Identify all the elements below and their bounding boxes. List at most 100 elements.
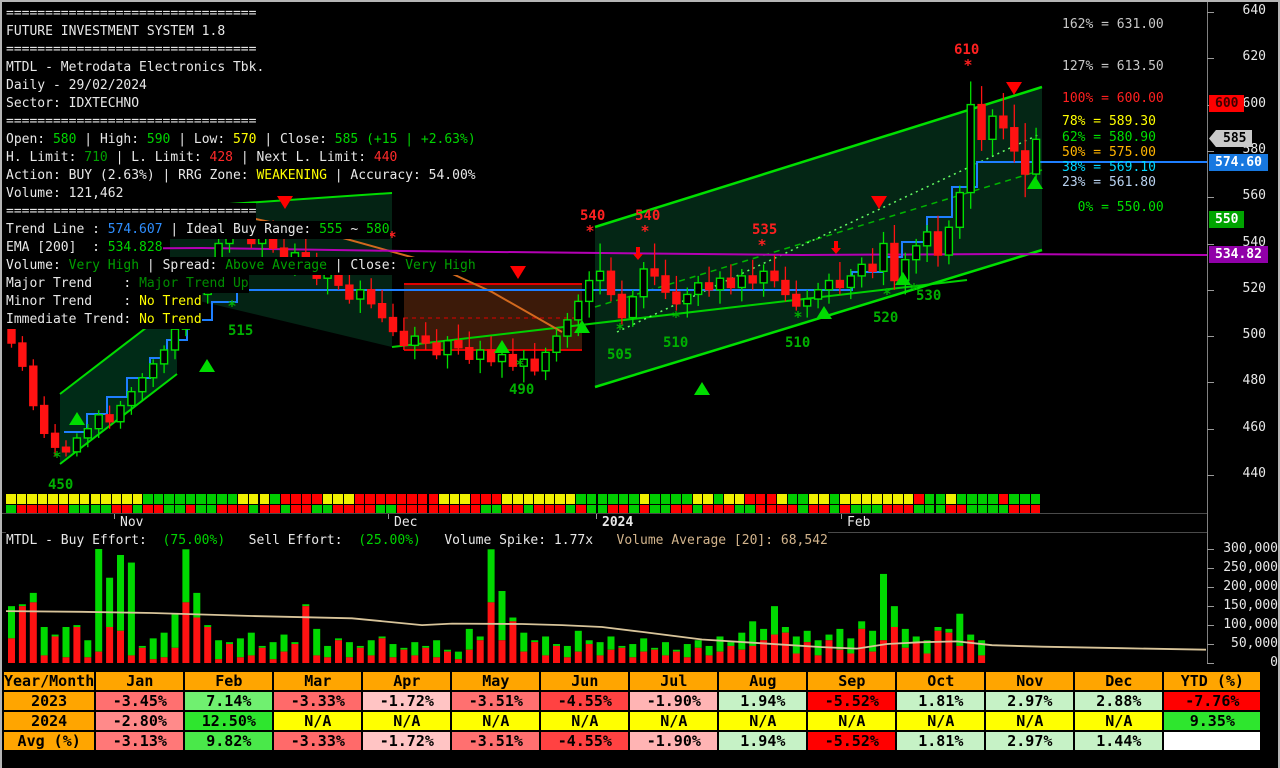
table-value-cell: 1.81% — [895, 730, 987, 752]
price-annotation: 490 — [509, 382, 534, 398]
info-line: ================================ — [6, 41, 257, 59]
info-line: Volume: Very High | Spread: Above Averag… — [6, 257, 476, 275]
table-value-cell: N/A — [984, 710, 1076, 732]
price-annotation: 505 — [607, 347, 632, 363]
price-tick-label: 520 — [1242, 281, 1266, 296]
table-header-cell: Oct — [895, 670, 987, 692]
table-value-cell: N/A — [361, 710, 453, 732]
date-axis: Nov Dec 2024 Feb — [2, 513, 1207, 533]
svg-text:*: * — [882, 285, 891, 303]
svg-text:*: * — [909, 280, 918, 298]
date-label: 2024 — [602, 515, 634, 530]
heatmap-row — [6, 500, 1041, 515]
date-label: Nov — [120, 515, 144, 530]
price-tick-label: 440 — [1242, 466, 1266, 481]
fib-level: 50% = 575.00 — [1062, 145, 1156, 160]
table-value-cell: N/A — [895, 710, 987, 732]
fib-level: 162% = 631.00 — [1062, 17, 1164, 32]
table-header-cell: Sep — [806, 670, 898, 692]
fib-level: 0% = 550.00 — [1062, 200, 1164, 215]
table-value-cell: -3.33% — [272, 730, 364, 752]
volume-tick-label: 250,000 — [1223, 560, 1278, 575]
signal-heatmap-strip — [6, 489, 1041, 515]
price-badge: 574.60 — [1209, 154, 1268, 171]
table-value-cell — [1162, 730, 1263, 752]
price-annotation: 510 — [663, 335, 688, 351]
table-header-cell: Nov — [984, 670, 1076, 692]
table-value-cell: 7.14% — [183, 690, 275, 712]
price-annotation: 540 — [580, 208, 605, 224]
table-value-cell: N/A — [450, 710, 542, 732]
info-line: Immediate Trend: No Trend — [6, 311, 202, 329]
svg-text:*: * — [963, 56, 972, 74]
table-row: 2023 -3.45% 7.14% -3.33% -1.72% -3.51% -4.55% -… — [2, 690, 1263, 712]
table-value-cell: 2.97% — [984, 730, 1076, 752]
price-badge: 550 — [1209, 211, 1245, 228]
info-line: ================================ — [6, 113, 257, 131]
table-year-cell: 2023 — [2, 690, 97, 712]
table-value-cell: -1.90% — [628, 690, 720, 712]
table-header-cell: Jan — [94, 670, 186, 692]
fib-level: 62% = 580.90 — [1062, 130, 1156, 145]
price-tick-label: 560 — [1242, 188, 1266, 203]
table-value-cell: -5.52% — [806, 730, 898, 752]
info-line: MTDL - Metrodata Electronics Tbk. — [6, 59, 265, 77]
svg-text:*: * — [52, 448, 61, 466]
table-value-cell: 2.97% — [984, 690, 1076, 712]
info-panel: ================================ FUTURE I… — [6, 5, 476, 329]
table-value-cell: -1.72% — [361, 730, 453, 752]
price-badge: 585 — [1209, 130, 1253, 147]
table-header-cell: Apr — [361, 670, 453, 692]
fib-level: 127% = 613.50 — [1062, 59, 1164, 74]
info-line: Daily - 29/02/2024 — [6, 77, 147, 95]
price-annotation: 450 — [48, 477, 73, 493]
price-tick-label: 500 — [1242, 327, 1266, 342]
price-tick-label: 460 — [1242, 420, 1266, 435]
svg-text:*: * — [671, 308, 680, 326]
volume-tick-label: 50,000 — [1231, 636, 1278, 651]
price-annotation: 530 — [916, 288, 941, 304]
date-label: Feb — [847, 515, 871, 530]
table-header-cell: Jun — [539, 670, 631, 692]
price-tick-label: 480 — [1242, 373, 1266, 388]
svg-text:*: * — [515, 356, 524, 374]
svg-text:*: * — [640, 222, 649, 240]
table-value-cell: 9.35% — [1162, 710, 1263, 732]
table-value-cell: 1.94% — [717, 730, 809, 752]
volume-tick-label: 100,000 — [1223, 617, 1278, 632]
table-header-cell: Mar — [272, 670, 364, 692]
monthly-performance-table: Year/Month Jan Feb Mar Apr May Jun Jul Aug Sep Oct… — [2, 670, 1263, 752]
table-value-cell: -1.90% — [628, 730, 720, 752]
svg-text:*: * — [585, 222, 594, 240]
svg-text:*: * — [615, 320, 624, 338]
price-annotation: 510 — [785, 335, 810, 351]
table-value-cell: 1.94% — [717, 690, 809, 712]
table-value-cell: N/A — [272, 710, 364, 732]
table-year-cell: Avg (%) — [2, 730, 97, 752]
table-value-cell: -1.72% — [361, 690, 453, 712]
price-annotation: 520 — [873, 310, 898, 326]
table-value-cell: -3.33% — [272, 690, 364, 712]
table-header-cell: Dec — [1073, 670, 1165, 692]
volume-stats-header: MTDL - Buy Effort: (75.00%) Sell Effort:… — [6, 532, 828, 549]
table-header-cell: Feb — [183, 670, 275, 692]
table-row: Avg (%) -3.13% 9.82% -3.33% -1.72% -3.51% -4.5… — [2, 730, 1263, 752]
table-value-cell: -3.45% — [94, 690, 186, 712]
table-value-cell: N/A — [806, 710, 898, 732]
table-row: 2024 -2.80% 12.50% N/A N/A N/A N/A N/A N/A N/A N/A… — [2, 710, 1263, 732]
svg-text:*: * — [757, 236, 766, 254]
table-header-cell: Aug — [717, 670, 809, 692]
table-year-cell: 2024 — [2, 710, 97, 732]
table-value-cell: 1.44% — [1073, 730, 1165, 752]
table-value-cell: -3.13% — [94, 730, 186, 752]
fib-level: 100% = 600.00 — [1062, 91, 1164, 106]
volume-tick-label: 150,000 — [1223, 598, 1278, 613]
info-line: ================================ — [6, 5, 257, 23]
info-line: EMA [200] : 534.828 — [6, 239, 163, 257]
table-value-cell: 2.88% — [1073, 690, 1165, 712]
table-value-cell: -3.51% — [450, 730, 542, 752]
price-badge: 600 — [1209, 95, 1245, 112]
svg-text:*: * — [793, 308, 802, 326]
table-value-cell: -4.55% — [539, 690, 631, 712]
price-tick-label: 600 — [1242, 96, 1266, 111]
